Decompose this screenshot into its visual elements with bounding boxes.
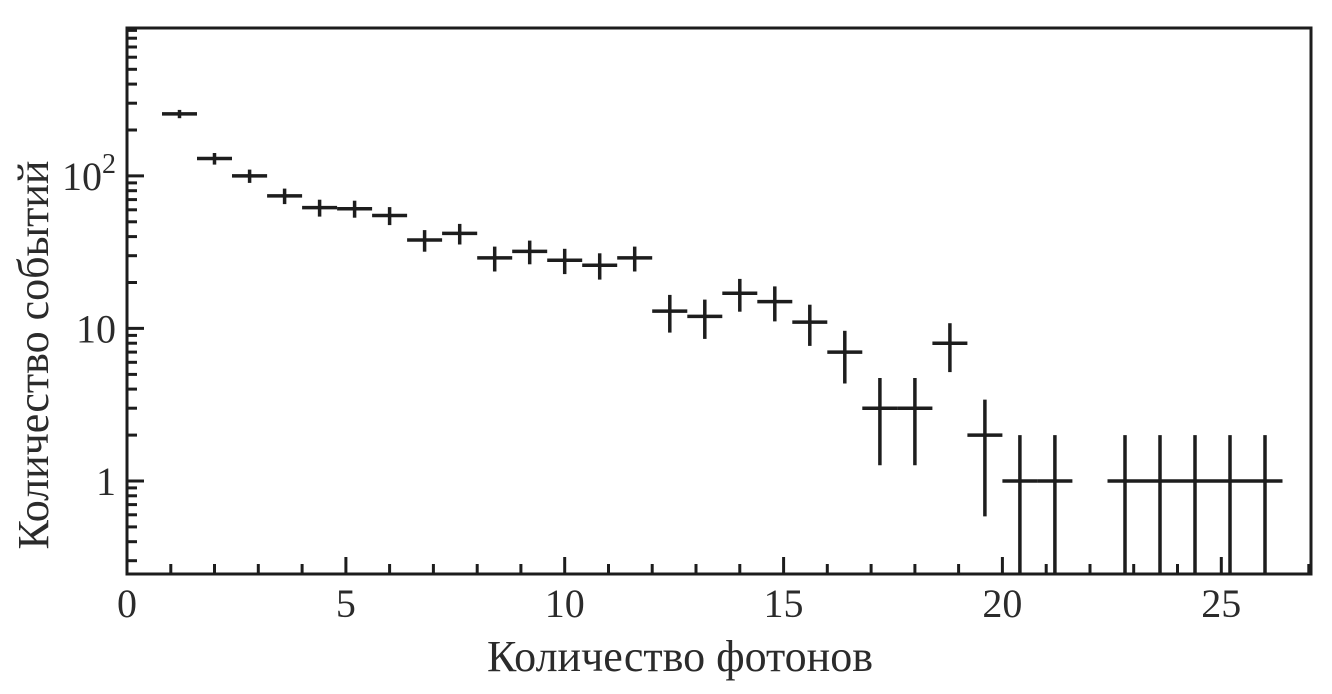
x-axis-tick-label: 25 xyxy=(1201,581,1241,626)
axis-ticks-layer xyxy=(127,28,1311,574)
axis-labels-layer: 0 5 10 15 20 25 1 10 102 xyxy=(62,149,1241,626)
y-axis-tick-label: 1 xyxy=(96,459,116,504)
y-axis-title: Количество событий xyxy=(9,161,58,550)
y-axis-tick-label: 10 xyxy=(76,306,116,351)
x-axis-tick-label: 10 xyxy=(545,581,585,626)
x-axis-tick-label: 15 xyxy=(764,581,804,626)
x-axis-tick-label: 20 xyxy=(982,581,1022,626)
x-axis-tick-label: 0 xyxy=(117,581,137,626)
x-axis-tick-label: 5 xyxy=(336,581,356,626)
plot-frame-layer xyxy=(125,26,1313,576)
data-points-layer xyxy=(162,109,1283,574)
plot-frame xyxy=(125,26,1313,576)
y-axis-tick-label: 102 xyxy=(62,149,116,199)
x-axis-title: Количество фотонов xyxy=(487,632,873,681)
